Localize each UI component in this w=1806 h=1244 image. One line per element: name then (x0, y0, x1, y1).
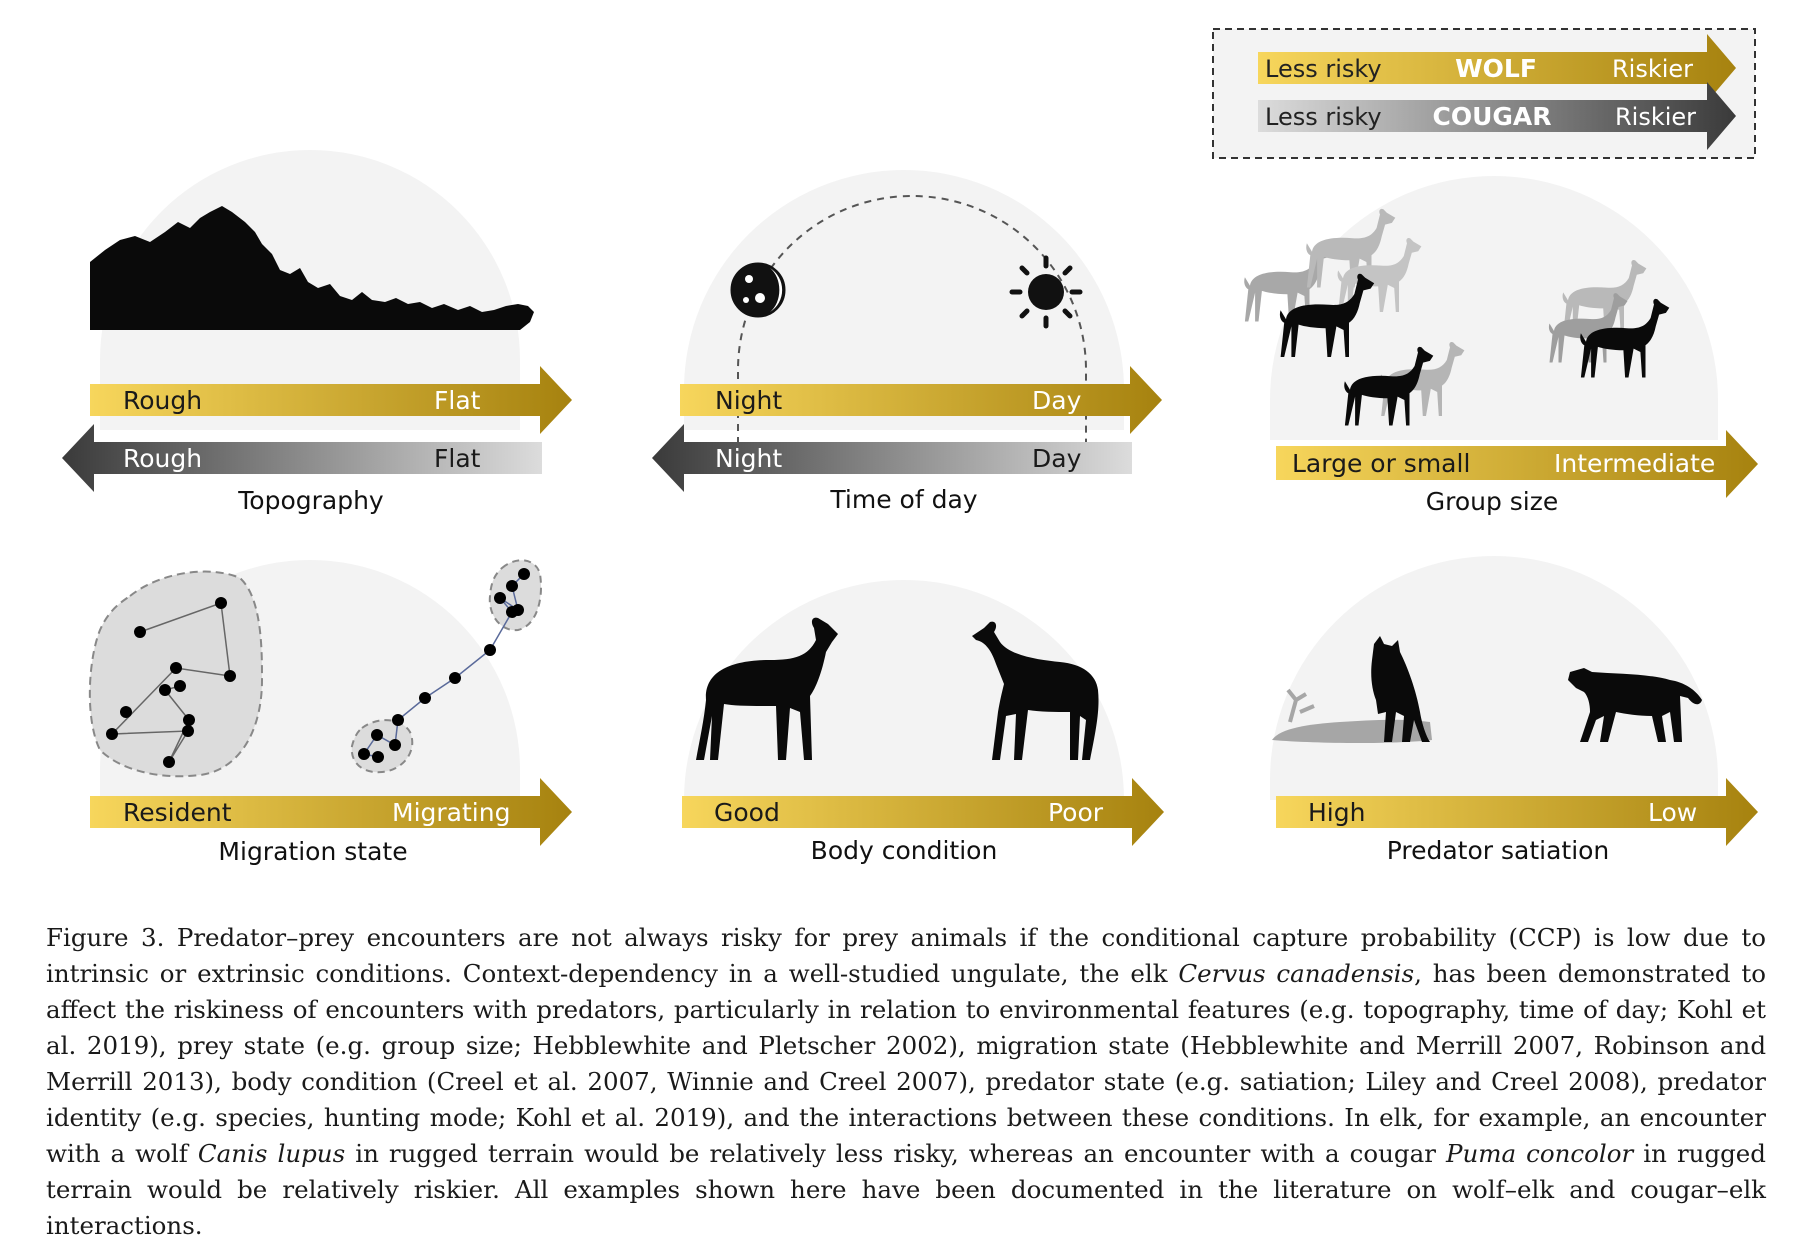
topography-cougar-arrow: Rough Flat (62, 424, 542, 492)
predator-satiation-title: Predator satiation (1387, 836, 1610, 865)
moon-icon (730, 262, 786, 318)
cougar-key-name: COUGAR (1432, 102, 1551, 131)
time-of-day-cougar-left-label: Night (715, 444, 782, 473)
legend-key: Less risky WOLF Riskier Less risky COUGA… (1212, 28, 1756, 159)
predator-satiation-wolf-arrow: High Low (1276, 778, 1758, 846)
topography-wolf-arrow: Rough Flat (90, 366, 572, 434)
time-of-day-wolf-right-label: Day (1032, 386, 1082, 415)
body-condition-wolf-right-label: Poor (1048, 798, 1104, 827)
caption-wolf-species: Canis lupus (197, 1138, 346, 1168)
figure-diagram: Less risky WOLF Riskier Less risky COUGA… (62, 28, 1758, 866)
caption-part-3: in rugged terrain would be relatively le… (345, 1138, 1446, 1168)
predator-satiation-wolf-left-label: High (1308, 798, 1365, 827)
elk-good-condition-icon (696, 617, 838, 760)
migration-state-title: Migration state (218, 837, 407, 866)
topography-wolf-right-label: Flat (434, 386, 481, 415)
migration-state-wolf-left-label: Resident (123, 798, 232, 827)
group-size-title: Group size (1426, 487, 1559, 516)
time-of-day-cougar-right-label: Day (1032, 444, 1082, 473)
panel-time-of-day: Night Day Night Day Time of day (652, 170, 1162, 514)
sun-icon (1009, 255, 1083, 329)
panel-topography: Rough Flat Rough Flat Topography (62, 150, 572, 515)
cougar-key-arrow: Less risky COUGAR Riskier (1258, 82, 1736, 150)
wolf-key-right-label: Riskier (1612, 55, 1693, 83)
mountain-icon (90, 206, 534, 330)
time-of-day-cougar-arrow: Night Day (652, 424, 1132, 492)
body-condition-wolf-left-label: Good (714, 798, 780, 827)
body-condition-title: Body condition (811, 836, 998, 865)
cougar-key-left-label: Less risky (1265, 103, 1382, 131)
predator-satiation-wolf-right-label: Low (1648, 798, 1697, 827)
topography-cougar-right-label: Flat (434, 444, 481, 473)
wolf-feeding-icon (1371, 636, 1430, 742)
body-condition-wolf-arrow: Good Poor (682, 778, 1164, 846)
caption-elk-species: Cervus canadensis (1178, 958, 1415, 988)
time-of-day-wolf-left-label: Night (715, 386, 782, 415)
group-size-wolf-arrow: Large or small Intermediate (1276, 430, 1758, 498)
topography-wolf-left-label: Rough (123, 386, 202, 415)
topography-title: Topography (237, 486, 384, 515)
wolf-hunting-icon (1568, 668, 1702, 742)
group-size-wolf-left-label: Large or small (1292, 449, 1470, 478)
topography-cougar-left-label: Rough (123, 444, 202, 473)
caption-part-4: in rugged terrain would be relatively ri… (46, 1138, 1766, 1240)
elk-poor-condition-icon (972, 621, 1099, 760)
migration-state-wolf-right-label: Migrating (392, 798, 510, 827)
group-size-wolf-right-label: Intermediate (1554, 449, 1715, 478)
wolf-key-left-label: Less risky (1265, 55, 1382, 83)
time-of-day-title: Time of day (829, 485, 977, 514)
wolf-key-arrow: Less risky WOLF Riskier (1258, 34, 1736, 102)
figure-caption: Figure 3. Predator–prey encounters are n… (46, 920, 1766, 1244)
panel-group-size: Large or small Intermediate Group size (1244, 176, 1758, 516)
caption-cougar-species: Puma concolor (1445, 1138, 1634, 1168)
cougar-key-right-label: Riskier (1615, 103, 1696, 131)
caption-part-2: , has been demonstrated to affect the ri… (46, 958, 1767, 1168)
panel-predator-satiation: High Low Predator satiation (1270, 556, 1758, 865)
panel-migration-state: Resident Migrating Migration state (88, 559, 572, 866)
wolf-key-name: WOLF (1455, 54, 1537, 83)
migration-state-wolf-arrow: Resident Migrating (90, 778, 572, 846)
caption-part-1: Figure 3. Predator–prey encounters are n… (46, 922, 1766, 988)
time-of-day-wolf-arrow: Night Day (680, 366, 1162, 434)
panel-body-condition: Good Poor Body condition (682, 580, 1164, 865)
